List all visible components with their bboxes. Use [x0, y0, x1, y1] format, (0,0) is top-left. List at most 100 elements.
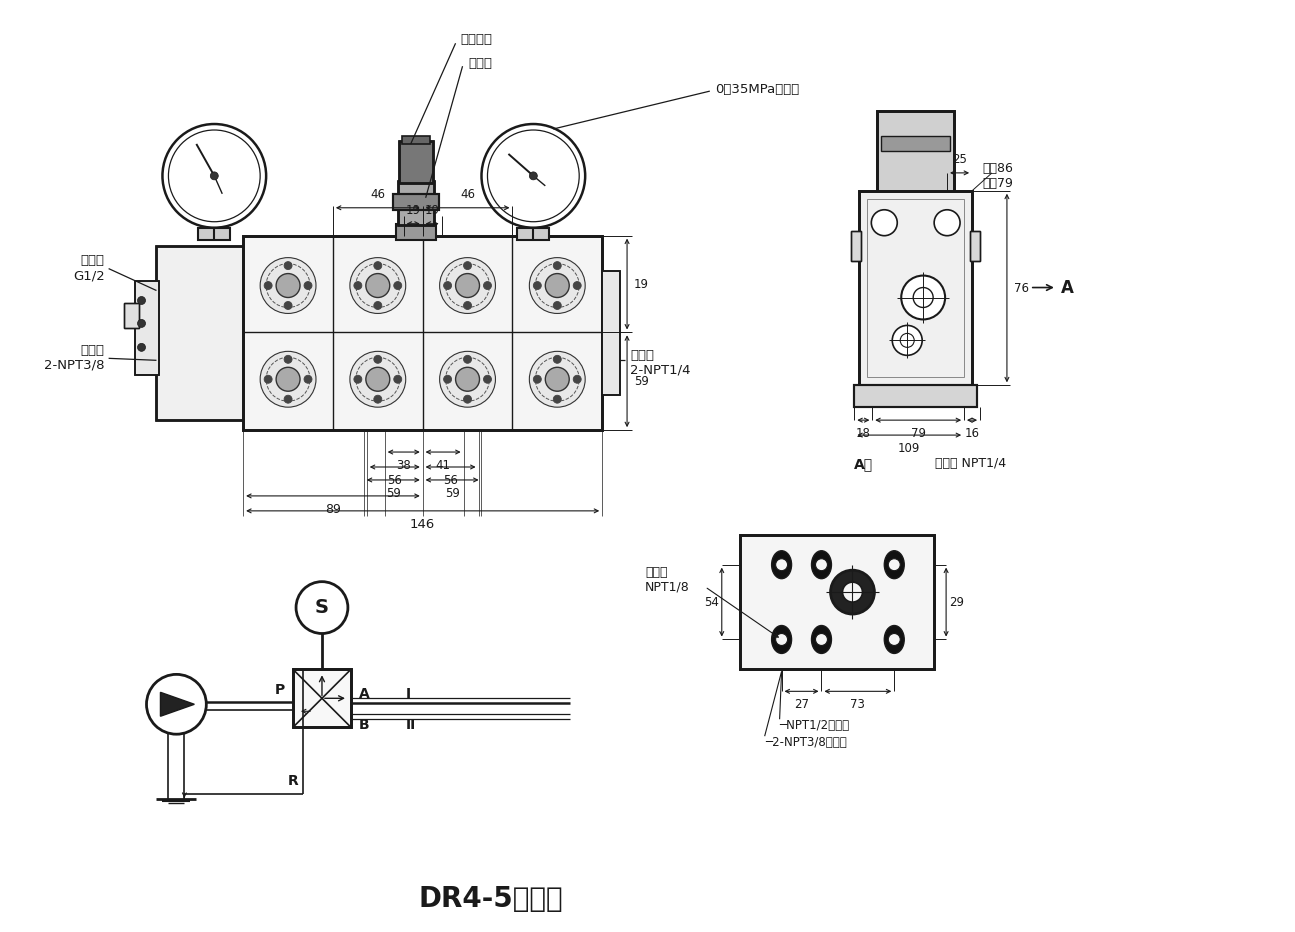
Bar [401, 136, 430, 144]
Text: B: B [359, 719, 369, 733]
Bar [293, 669, 351, 727]
Circle shape [888, 558, 900, 570]
Text: 73: 73 [851, 698, 865, 711]
Circle shape [553, 355, 561, 363]
Text: 出油口: 出油口 [80, 344, 105, 357]
Bar [392, 194, 439, 210]
Circle shape [137, 320, 145, 327]
Circle shape [487, 130, 579, 222]
Bar [399, 141, 433, 183]
Text: A向: A向 [855, 457, 874, 471]
Circle shape [284, 355, 293, 363]
Bar [392, 194, 439, 210]
Text: 25: 25 [952, 153, 967, 166]
Text: A: A [1062, 279, 1074, 296]
Circle shape [284, 395, 293, 404]
Circle shape [553, 262, 561, 269]
Text: 46: 46 [460, 187, 475, 200]
Text: 19: 19 [425, 204, 439, 217]
Bar [602, 270, 620, 395]
Text: 进油口 NPT1/4: 进油口 NPT1/4 [935, 457, 1006, 470]
Text: 54: 54 [704, 596, 719, 609]
Text: NPT1/8: NPT1/8 [645, 580, 690, 593]
Circle shape [464, 262, 471, 269]
Circle shape [900, 334, 914, 348]
Bar [198, 227, 231, 240]
Circle shape [574, 281, 581, 290]
Circle shape [913, 288, 934, 308]
Text: 循环孔: 循环孔 [631, 349, 654, 362]
Bar [398, 181, 434, 225]
Circle shape [482, 124, 585, 227]
Circle shape [830, 570, 874, 614]
Bar [396, 224, 435, 240]
Bar [877, 111, 954, 194]
Circle shape [260, 351, 316, 407]
Text: 最大86: 最大86 [982, 162, 1013, 175]
Text: DR4-5换向阀: DR4-5换向阀 [418, 884, 563, 912]
Text: II: II [405, 719, 416, 733]
Bar [123, 304, 139, 328]
Circle shape [530, 257, 585, 313]
Text: 59: 59 [635, 375, 649, 388]
Text: ─NPT1/2回油孔: ─NPT1/2回油孔 [780, 720, 850, 733]
Text: G1/2: G1/2 [73, 269, 105, 282]
Circle shape [374, 301, 382, 309]
Text: 2-NPT3/8: 2-NPT3/8 [44, 359, 105, 372]
Circle shape [354, 281, 361, 290]
Text: 回油孔: 回油孔 [645, 566, 667, 579]
Text: 接线孔: 接线孔 [80, 254, 105, 267]
Circle shape [137, 343, 145, 351]
Text: 19: 19 [405, 204, 421, 217]
Text: 19: 19 [635, 278, 649, 291]
Text: 最小79: 最小79 [982, 177, 1013, 190]
Text: A: A [359, 687, 369, 701]
Text: 89: 89 [325, 503, 341, 516]
Bar [868, 199, 963, 377]
Circle shape [464, 395, 471, 404]
Circle shape [872, 210, 897, 236]
Bar [243, 236, 602, 430]
Circle shape [168, 130, 260, 222]
Ellipse shape [812, 625, 831, 653]
Bar [860, 191, 973, 385]
Circle shape [374, 355, 382, 363]
Text: 18: 18 [856, 427, 870, 440]
Bar [855, 385, 976, 407]
Circle shape [284, 262, 293, 269]
Ellipse shape [772, 625, 791, 653]
Circle shape [354, 376, 361, 383]
Ellipse shape [772, 551, 791, 579]
Circle shape [284, 301, 293, 309]
Bar [851, 231, 861, 261]
Circle shape [264, 281, 272, 290]
Text: 16: 16 [965, 427, 979, 440]
Circle shape [264, 376, 272, 383]
Circle shape [776, 634, 787, 646]
Bar [877, 111, 954, 194]
Ellipse shape [812, 551, 831, 579]
Text: 109: 109 [897, 442, 921, 455]
Bar [739, 535, 934, 669]
Circle shape [210, 171, 219, 180]
Circle shape [304, 281, 312, 290]
Text: 76: 76 [1014, 281, 1030, 295]
Circle shape [545, 274, 570, 297]
Circle shape [574, 376, 581, 383]
Circle shape [276, 274, 300, 297]
Circle shape [374, 262, 382, 269]
Text: 146: 146 [411, 518, 435, 531]
Bar [860, 191, 973, 385]
Circle shape [776, 558, 787, 570]
Text: I: I [405, 687, 411, 701]
Bar [602, 270, 620, 395]
Bar [157, 246, 246, 420]
Circle shape [304, 376, 312, 383]
Bar [243, 236, 602, 430]
Circle shape [297, 582, 348, 634]
Circle shape [901, 276, 945, 320]
Circle shape [276, 367, 300, 391]
Bar [518, 227, 549, 240]
Circle shape [366, 367, 390, 391]
Circle shape [439, 257, 496, 313]
